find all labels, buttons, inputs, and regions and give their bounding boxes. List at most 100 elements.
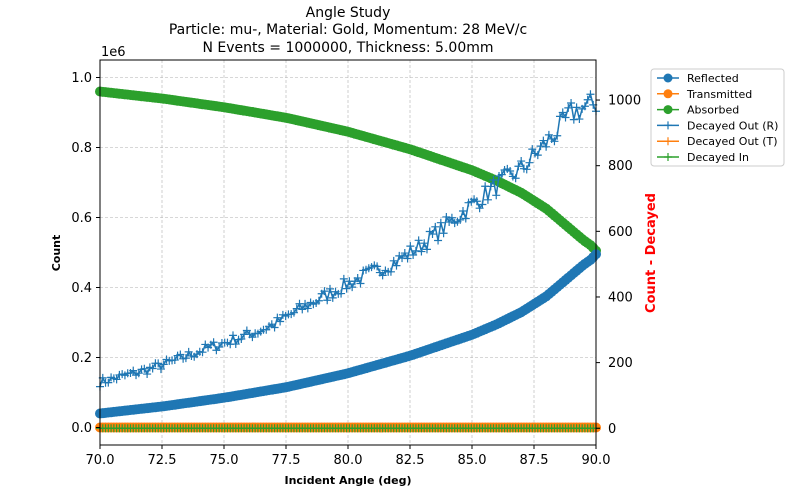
data-point: [337, 289, 346, 298]
series-decayed-in: [96, 424, 600, 433]
legend-label: Transmitted: [686, 88, 752, 101]
data-point: [342, 284, 351, 293]
legend-label: Absorbed: [687, 104, 739, 117]
data-point: [478, 200, 487, 209]
data-point: [445, 218, 454, 227]
data-point: [209, 338, 218, 347]
data-point: [497, 170, 506, 179]
data-point: [129, 366, 138, 375]
data-point: [553, 131, 562, 140]
data-point: [156, 365, 165, 374]
data-point: [447, 213, 456, 222]
y2-tick-label: 1000: [608, 94, 641, 109]
y-tick-label: 0.8: [71, 141, 92, 156]
data-point: [517, 157, 526, 166]
data-point: [572, 103, 581, 112]
data-point: [442, 212, 451, 221]
series-layer: [95, 86, 601, 433]
data-point: [392, 261, 401, 270]
data-point: [525, 158, 534, 167]
data-point: [533, 151, 542, 160]
x-tick-label: 90.0: [582, 453, 611, 468]
data-point: [561, 113, 570, 122]
data-point: [422, 245, 431, 254]
data-point: [112, 375, 121, 384]
x-tick-label: 80.0: [334, 453, 363, 468]
chart-subtitle-line-2: N Events = 1000000, Thickness: 5.00mm: [202, 40, 493, 56]
data-point: [181, 354, 190, 363]
legend: Reflected Transmitted Absorbed Decayed Out …: [650, 68, 785, 167]
data-point: [303, 304, 312, 313]
data-point: [229, 331, 238, 340]
legend-label: Decayed Out (R): [687, 119, 778, 132]
data-point: [542, 142, 551, 151]
data-point: [492, 191, 501, 200]
data-point: [514, 162, 523, 171]
y2-tick-label: 400: [608, 290, 633, 305]
data-point: [378, 271, 387, 280]
y-tick-label: 0.4: [71, 281, 92, 296]
data-point: [511, 174, 520, 183]
x-axis: 70.0 72.5 75.0 77.5 80.0 82.5 85.0 87.5 90.0: [86, 445, 611, 468]
legend-entry: Transmitted: [657, 88, 752, 101]
data-point: [411, 246, 420, 255]
y-axis: 0.0 0.2 0.4 0.6 0.8 1.0: [71, 71, 100, 436]
legend-box: [650, 68, 785, 167]
data-point: [439, 229, 448, 238]
y-tick-label: 1.0: [71, 71, 92, 86]
y2-tick-label: 600: [608, 225, 633, 240]
data-point: [325, 284, 334, 293]
data-point: [237, 334, 246, 343]
data-point: [528, 145, 537, 154]
legend-marker: [663, 89, 673, 99]
data-point: [198, 348, 207, 357]
data-point: [544, 130, 553, 139]
x-tick-label: 77.5: [272, 453, 301, 468]
y2-axis-label: Count - Decayed: [644, 193, 659, 313]
y-tick-label: 0.6: [71, 211, 92, 226]
data-point: [159, 360, 168, 369]
data-point: [564, 103, 573, 112]
y2-tick-label: 0: [608, 422, 616, 437]
data-point: [298, 305, 307, 314]
legend-label: Reflected: [687, 72, 739, 85]
data-point: [409, 250, 418, 259]
legend-marker: [663, 73, 673, 83]
data-point: [483, 195, 492, 204]
x-tick-label: 70.0: [86, 453, 115, 468]
legend-entry: Decayed Out (R): [657, 119, 778, 132]
data-point: [389, 256, 398, 265]
data-point: [420, 239, 429, 248]
data-point: [506, 167, 515, 176]
data-point: [184, 347, 193, 356]
data-point: [292, 304, 301, 313]
data-point: [400, 249, 409, 258]
data-point: [270, 323, 279, 332]
data-point: [489, 176, 498, 185]
data-point: [406, 242, 415, 251]
data-point: [583, 95, 592, 104]
data-point: [456, 215, 465, 224]
data-point: [353, 273, 362, 282]
y-axis-label: Count: [50, 235, 63, 272]
data-point: [148, 364, 157, 373]
x-tick-label: 85.0: [458, 453, 487, 468]
data-point: [431, 222, 440, 231]
data-point: [276, 317, 285, 326]
data-point: [417, 247, 426, 256]
legend-entry: Absorbed: [657, 104, 739, 117]
data-point: [356, 279, 365, 288]
legend-marker: [664, 153, 672, 161]
data-point: [373, 262, 382, 271]
data-point: [386, 267, 395, 276]
data-point: [539, 136, 548, 145]
data-point: [176, 350, 185, 359]
data-point: [154, 359, 163, 368]
legend-label: Decayed Out (T): [687, 135, 778, 148]
data-point: [328, 293, 337, 302]
y2-tick-label: 200: [608, 356, 633, 371]
data-point: [170, 356, 179, 365]
data-point: [458, 207, 467, 216]
legend-entry: Decayed In: [657, 151, 749, 164]
